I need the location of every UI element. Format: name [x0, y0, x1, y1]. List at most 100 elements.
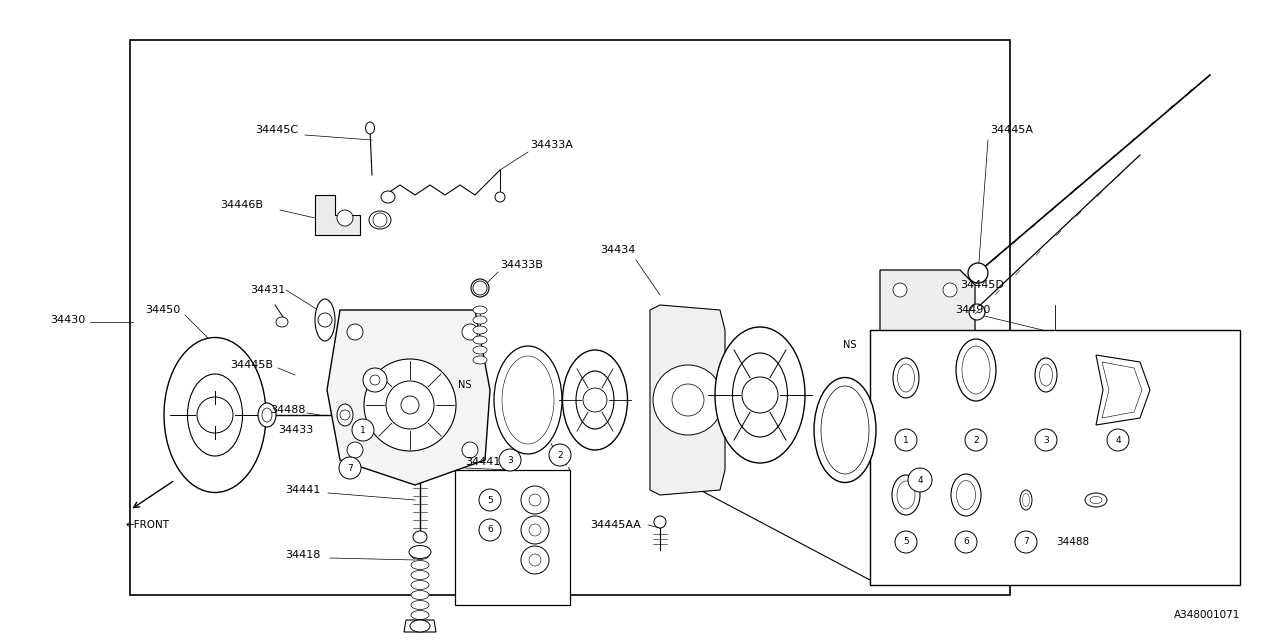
Ellipse shape	[1023, 493, 1029, 506]
Ellipse shape	[411, 550, 429, 559]
Circle shape	[339, 457, 361, 479]
Ellipse shape	[366, 122, 375, 134]
Circle shape	[317, 313, 332, 327]
Ellipse shape	[165, 419, 265, 436]
Text: 34445D: 34445D	[960, 280, 1004, 290]
Ellipse shape	[411, 611, 429, 620]
Text: 34441A: 34441A	[465, 457, 508, 467]
Ellipse shape	[494, 346, 562, 454]
Polygon shape	[1102, 362, 1142, 418]
Ellipse shape	[502, 356, 554, 444]
Ellipse shape	[413, 531, 428, 543]
Text: 34488: 34488	[1056, 537, 1089, 547]
Circle shape	[943, 283, 957, 297]
Text: 3: 3	[507, 456, 513, 465]
Ellipse shape	[897, 481, 915, 509]
Ellipse shape	[337, 404, 353, 426]
Text: ←FRONT: ←FRONT	[125, 520, 170, 530]
Ellipse shape	[369, 211, 390, 229]
Ellipse shape	[411, 570, 429, 579]
Circle shape	[521, 546, 549, 574]
Circle shape	[908, 468, 932, 492]
Circle shape	[884, 370, 965, 450]
Circle shape	[462, 324, 477, 340]
Circle shape	[197, 397, 233, 433]
Circle shape	[352, 419, 374, 441]
Circle shape	[916, 402, 933, 418]
Text: 7: 7	[1023, 538, 1029, 547]
Text: 34418: 34418	[285, 550, 320, 560]
Text: 1: 1	[360, 426, 366, 435]
Ellipse shape	[963, 346, 989, 394]
Circle shape	[672, 384, 704, 416]
Polygon shape	[404, 620, 436, 632]
Text: 3: 3	[1043, 435, 1048, 445]
Circle shape	[1107, 429, 1129, 451]
Text: 34433: 34433	[278, 425, 314, 435]
Ellipse shape	[165, 394, 265, 412]
Ellipse shape	[474, 326, 486, 334]
Circle shape	[340, 410, 349, 420]
Text: 34490: 34490	[955, 305, 991, 315]
Ellipse shape	[165, 403, 265, 419]
Ellipse shape	[969, 304, 986, 320]
Circle shape	[895, 531, 916, 553]
Ellipse shape	[411, 621, 429, 630]
Text: 7: 7	[347, 463, 353, 472]
Circle shape	[582, 388, 607, 412]
Circle shape	[965, 429, 987, 451]
Ellipse shape	[1085, 493, 1107, 507]
Polygon shape	[881, 270, 975, 550]
Text: 34434: 34434	[600, 245, 635, 255]
Ellipse shape	[716, 327, 805, 463]
Polygon shape	[1096, 355, 1149, 425]
Ellipse shape	[1091, 497, 1102, 504]
Text: 6: 6	[488, 525, 493, 534]
Bar	[870, 330, 1240, 585]
Ellipse shape	[892, 475, 920, 515]
Ellipse shape	[474, 346, 486, 354]
Ellipse shape	[732, 353, 787, 437]
Circle shape	[499, 449, 521, 471]
Text: 5: 5	[488, 495, 493, 504]
Text: 34450: 34450	[145, 305, 180, 315]
Text: 34445AA: 34445AA	[590, 520, 641, 530]
Circle shape	[462, 442, 477, 458]
Ellipse shape	[165, 408, 265, 422]
Polygon shape	[315, 195, 360, 235]
Circle shape	[479, 519, 500, 541]
Circle shape	[347, 324, 364, 340]
Ellipse shape	[951, 474, 980, 516]
Circle shape	[401, 396, 419, 414]
Circle shape	[902, 388, 947, 432]
Ellipse shape	[1039, 364, 1052, 386]
Text: 1: 1	[904, 435, 909, 445]
Ellipse shape	[474, 306, 486, 314]
Text: 34433A: 34433A	[530, 140, 573, 150]
Ellipse shape	[411, 561, 429, 570]
Ellipse shape	[165, 412, 265, 427]
Text: 5: 5	[904, 538, 909, 547]
Ellipse shape	[474, 336, 486, 344]
Text: 6: 6	[963, 538, 969, 547]
Ellipse shape	[410, 545, 431, 559]
Ellipse shape	[262, 408, 273, 422]
Text: 2: 2	[557, 451, 563, 460]
Ellipse shape	[187, 374, 242, 456]
Circle shape	[1036, 429, 1057, 451]
Circle shape	[521, 486, 549, 514]
Ellipse shape	[562, 350, 627, 450]
Bar	[131, 40, 1010, 595]
Ellipse shape	[474, 316, 486, 324]
Circle shape	[955, 531, 977, 553]
Circle shape	[474, 281, 486, 295]
Text: 34446B: 34446B	[220, 200, 262, 210]
Circle shape	[521, 516, 549, 544]
Ellipse shape	[814, 378, 876, 483]
Text: 34441: 34441	[285, 485, 320, 495]
Circle shape	[479, 489, 500, 511]
Circle shape	[1015, 531, 1037, 553]
Ellipse shape	[968, 263, 988, 283]
Text: NS: NS	[844, 340, 856, 350]
Circle shape	[893, 523, 908, 537]
